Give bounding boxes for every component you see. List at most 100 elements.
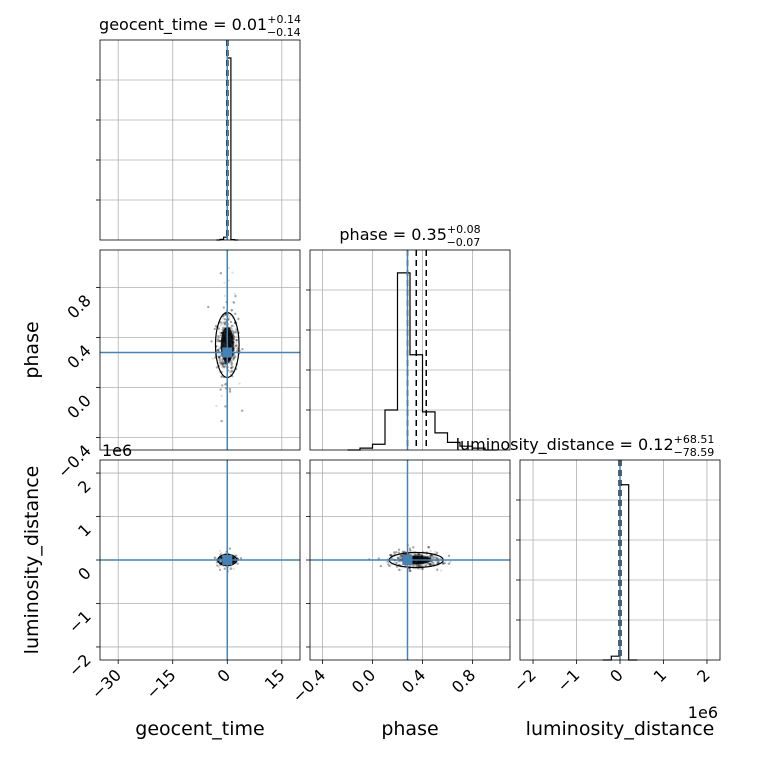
- sample-point: [223, 567, 226, 570]
- sample-point: [214, 556, 218, 559]
- sample-point: [396, 557, 400, 560]
- sample-point: [417, 553, 421, 556]
- histogram-phase: [347, 272, 498, 451]
- sample-point: [408, 549, 412, 552]
- sample-point: [231, 365, 234, 369]
- panel-title-geocent_time: geocent_time = 0.01+0.14 −0.14: [99, 13, 301, 39]
- sample-point: [224, 405, 227, 408]
- x-axis-label-phase: phase: [381, 718, 438, 740]
- sample-point: [220, 375, 224, 378]
- sample-point: [223, 324, 226, 327]
- sample-point: [219, 388, 222, 391]
- truth-marker: [402, 555, 413, 565]
- sample-point: [236, 562, 239, 565]
- sample-point: [232, 301, 236, 304]
- sample-point: [220, 321, 224, 325]
- sample-point: [213, 327, 216, 331]
- sample-point: [215, 404, 218, 408]
- sample-point: [216, 564, 219, 567]
- sample-point: [232, 324, 235, 327]
- sample-point: [443, 562, 446, 565]
- sample-point: [229, 326, 233, 329]
- x-tick-label: 0.0: [348, 665, 379, 696]
- sample-point: [221, 360, 224, 363]
- sample-point: [432, 561, 435, 565]
- sample-point: [220, 551, 223, 555]
- sample-point: [232, 560, 235, 563]
- sample-point: [231, 560, 235, 564]
- sample-point: [221, 328, 224, 331]
- sample-point: [232, 557, 235, 560]
- sample-point: [227, 369, 231, 373]
- sample-point: [218, 568, 222, 572]
- sample-point: [412, 546, 415, 549]
- sample-point: [231, 271, 234, 274]
- sample-point: [429, 555, 433, 558]
- sample-point: [419, 564, 422, 568]
- sample-point: [229, 567, 233, 570]
- sample-point: [220, 419, 223, 423]
- sample-point: [388, 564, 391, 568]
- sample-point: [414, 553, 418, 557]
- sample-point: [218, 359, 221, 362]
- sample-point: [234, 330, 237, 334]
- sample-point: [435, 557, 439, 560]
- sample-point: [393, 551, 396, 554]
- sample-point: [447, 554, 451, 558]
- sample-point: [412, 553, 415, 557]
- x-tick-label: 2: [693, 665, 714, 686]
- sample-point: [222, 326, 225, 329]
- truth-marker: [222, 555, 233, 565]
- marginal-panel-geocent_time: geocent_time = 0.01+0.14 −0.14: [96, 13, 301, 241]
- sample-point: [387, 563, 390, 566]
- sample-point: [412, 553, 415, 556]
- panel-frame: [99, 39, 301, 241]
- sample-point: [221, 384, 224, 387]
- sample-point: [221, 323, 224, 326]
- sample-point: [402, 550, 405, 553]
- panel-frame: [99, 249, 301, 451]
- y-tick-label: 0.0: [63, 391, 94, 422]
- x-tick-label: −0.4: [288, 665, 329, 706]
- sample-point: [399, 555, 402, 559]
- sample-point: [231, 368, 234, 372]
- sample-point: [408, 569, 411, 573]
- sample-point: [237, 317, 240, 321]
- sample-point: [223, 321, 227, 325]
- sample-point: [236, 348, 239, 352]
- marginal-panel-phase: phase = 0.35+0.08 −0.07: [306, 223, 511, 451]
- sample-point: [231, 365, 235, 369]
- x-tick-label: 0.4: [398, 665, 429, 696]
- sample-point: [217, 327, 221, 330]
- sample-point: [397, 568, 401, 572]
- sample-point: [235, 344, 238, 347]
- panel-title-phase: phase = 0.35+0.08 −0.07: [339, 223, 480, 249]
- sample-point: [234, 331, 238, 334]
- x-tick-label: 0.8: [448, 665, 479, 696]
- sample-point: [429, 562, 433, 566]
- sample-point: [428, 555, 431, 558]
- sample-point: [220, 331, 223, 335]
- sample-point: [218, 357, 221, 360]
- sample-point: [417, 552, 420, 556]
- y-tick-label: −0.4: [54, 441, 95, 482]
- sample-point: [222, 366, 226, 369]
- sample-point: [228, 318, 231, 321]
- sample-point: [231, 557, 235, 560]
- sample-point: [399, 555, 402, 558]
- sample-point: [235, 328, 238, 331]
- sample-point: [397, 551, 401, 554]
- sample-point: [420, 564, 423, 567]
- sample-point: [430, 554, 434, 557]
- sample-point: [229, 565, 232, 569]
- sample-point: [217, 565, 221, 569]
- sample-point: [217, 338, 221, 341]
- sample-point: [428, 563, 431, 566]
- sample-point: [409, 549, 413, 552]
- sample-point: [398, 560, 402, 564]
- sample-point: [441, 562, 445, 565]
- sample-point: [233, 356, 236, 360]
- sample-point: [214, 325, 218, 328]
- sample-point: [232, 560, 236, 564]
- sample-point: [216, 339, 219, 343]
